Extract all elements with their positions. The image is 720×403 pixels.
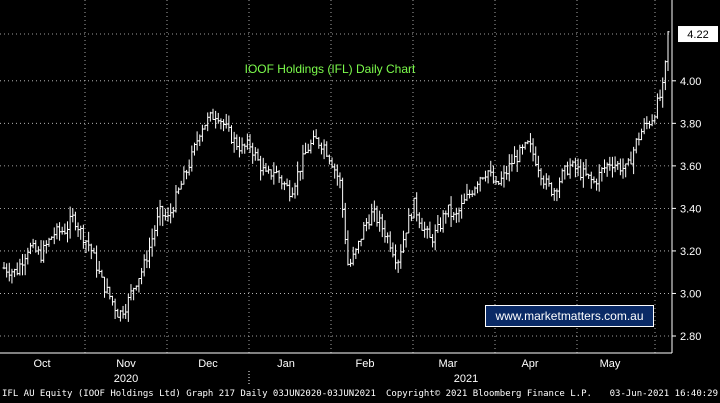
y-tick-label-6: 4.00 <box>680 76 701 88</box>
month-label-apr: Apr <box>521 358 538 370</box>
y-tick-label-0: 2.80 <box>680 331 701 343</box>
month-label-nov: Nov <box>116 358 136 370</box>
footer-timestamp: 03-Jun-2021 16:40:29 <box>609 389 718 399</box>
ohlc-chart: 2.80 3.00 3.20 3.40 3.60 3.80 4.00 4.22 Oct Nov De… <box>0 0 718 386</box>
month-label-oct: Oct <box>33 358 50 370</box>
footer-bar: IFL AU Equity (IOOF Holdings Ltd) Graph … <box>0 386 720 403</box>
month-label-jan: Jan <box>277 358 295 370</box>
footer-security-info: IFL AU Equity (IOOF Holdings Ltd) Graph … <box>2 389 376 399</box>
month-label-may: May <box>600 358 621 370</box>
month-label-dec: Dec <box>198 358 218 370</box>
year-label-2020: 2020 <box>114 373 138 385</box>
y-tick-label-3: 3.40 <box>680 203 701 215</box>
last-value-label: 4.22 <box>687 29 708 41</box>
chart-title: IOOF Holdings (IFL) Daily Chart <box>244 62 416 76</box>
y-tick-label-1: 3.00 <box>680 288 701 300</box>
month-label-feb: Feb <box>356 358 375 370</box>
month-label-mar: Mar <box>439 358 458 370</box>
y-tick-label-5: 3.80 <box>680 118 701 130</box>
watermark-link[interactable]: www.marketmatters.com.au <box>485 305 654 327</box>
last-value-badge <box>678 26 718 43</box>
footer-copyright: Copyright© 2021 Bloomberg Finance L.P. <box>386 389 592 399</box>
y-tick-label-4: 3.60 <box>680 161 701 173</box>
y-tick-label-2: 3.20 <box>680 246 701 258</box>
year-label-2021: 2021 <box>454 373 478 385</box>
